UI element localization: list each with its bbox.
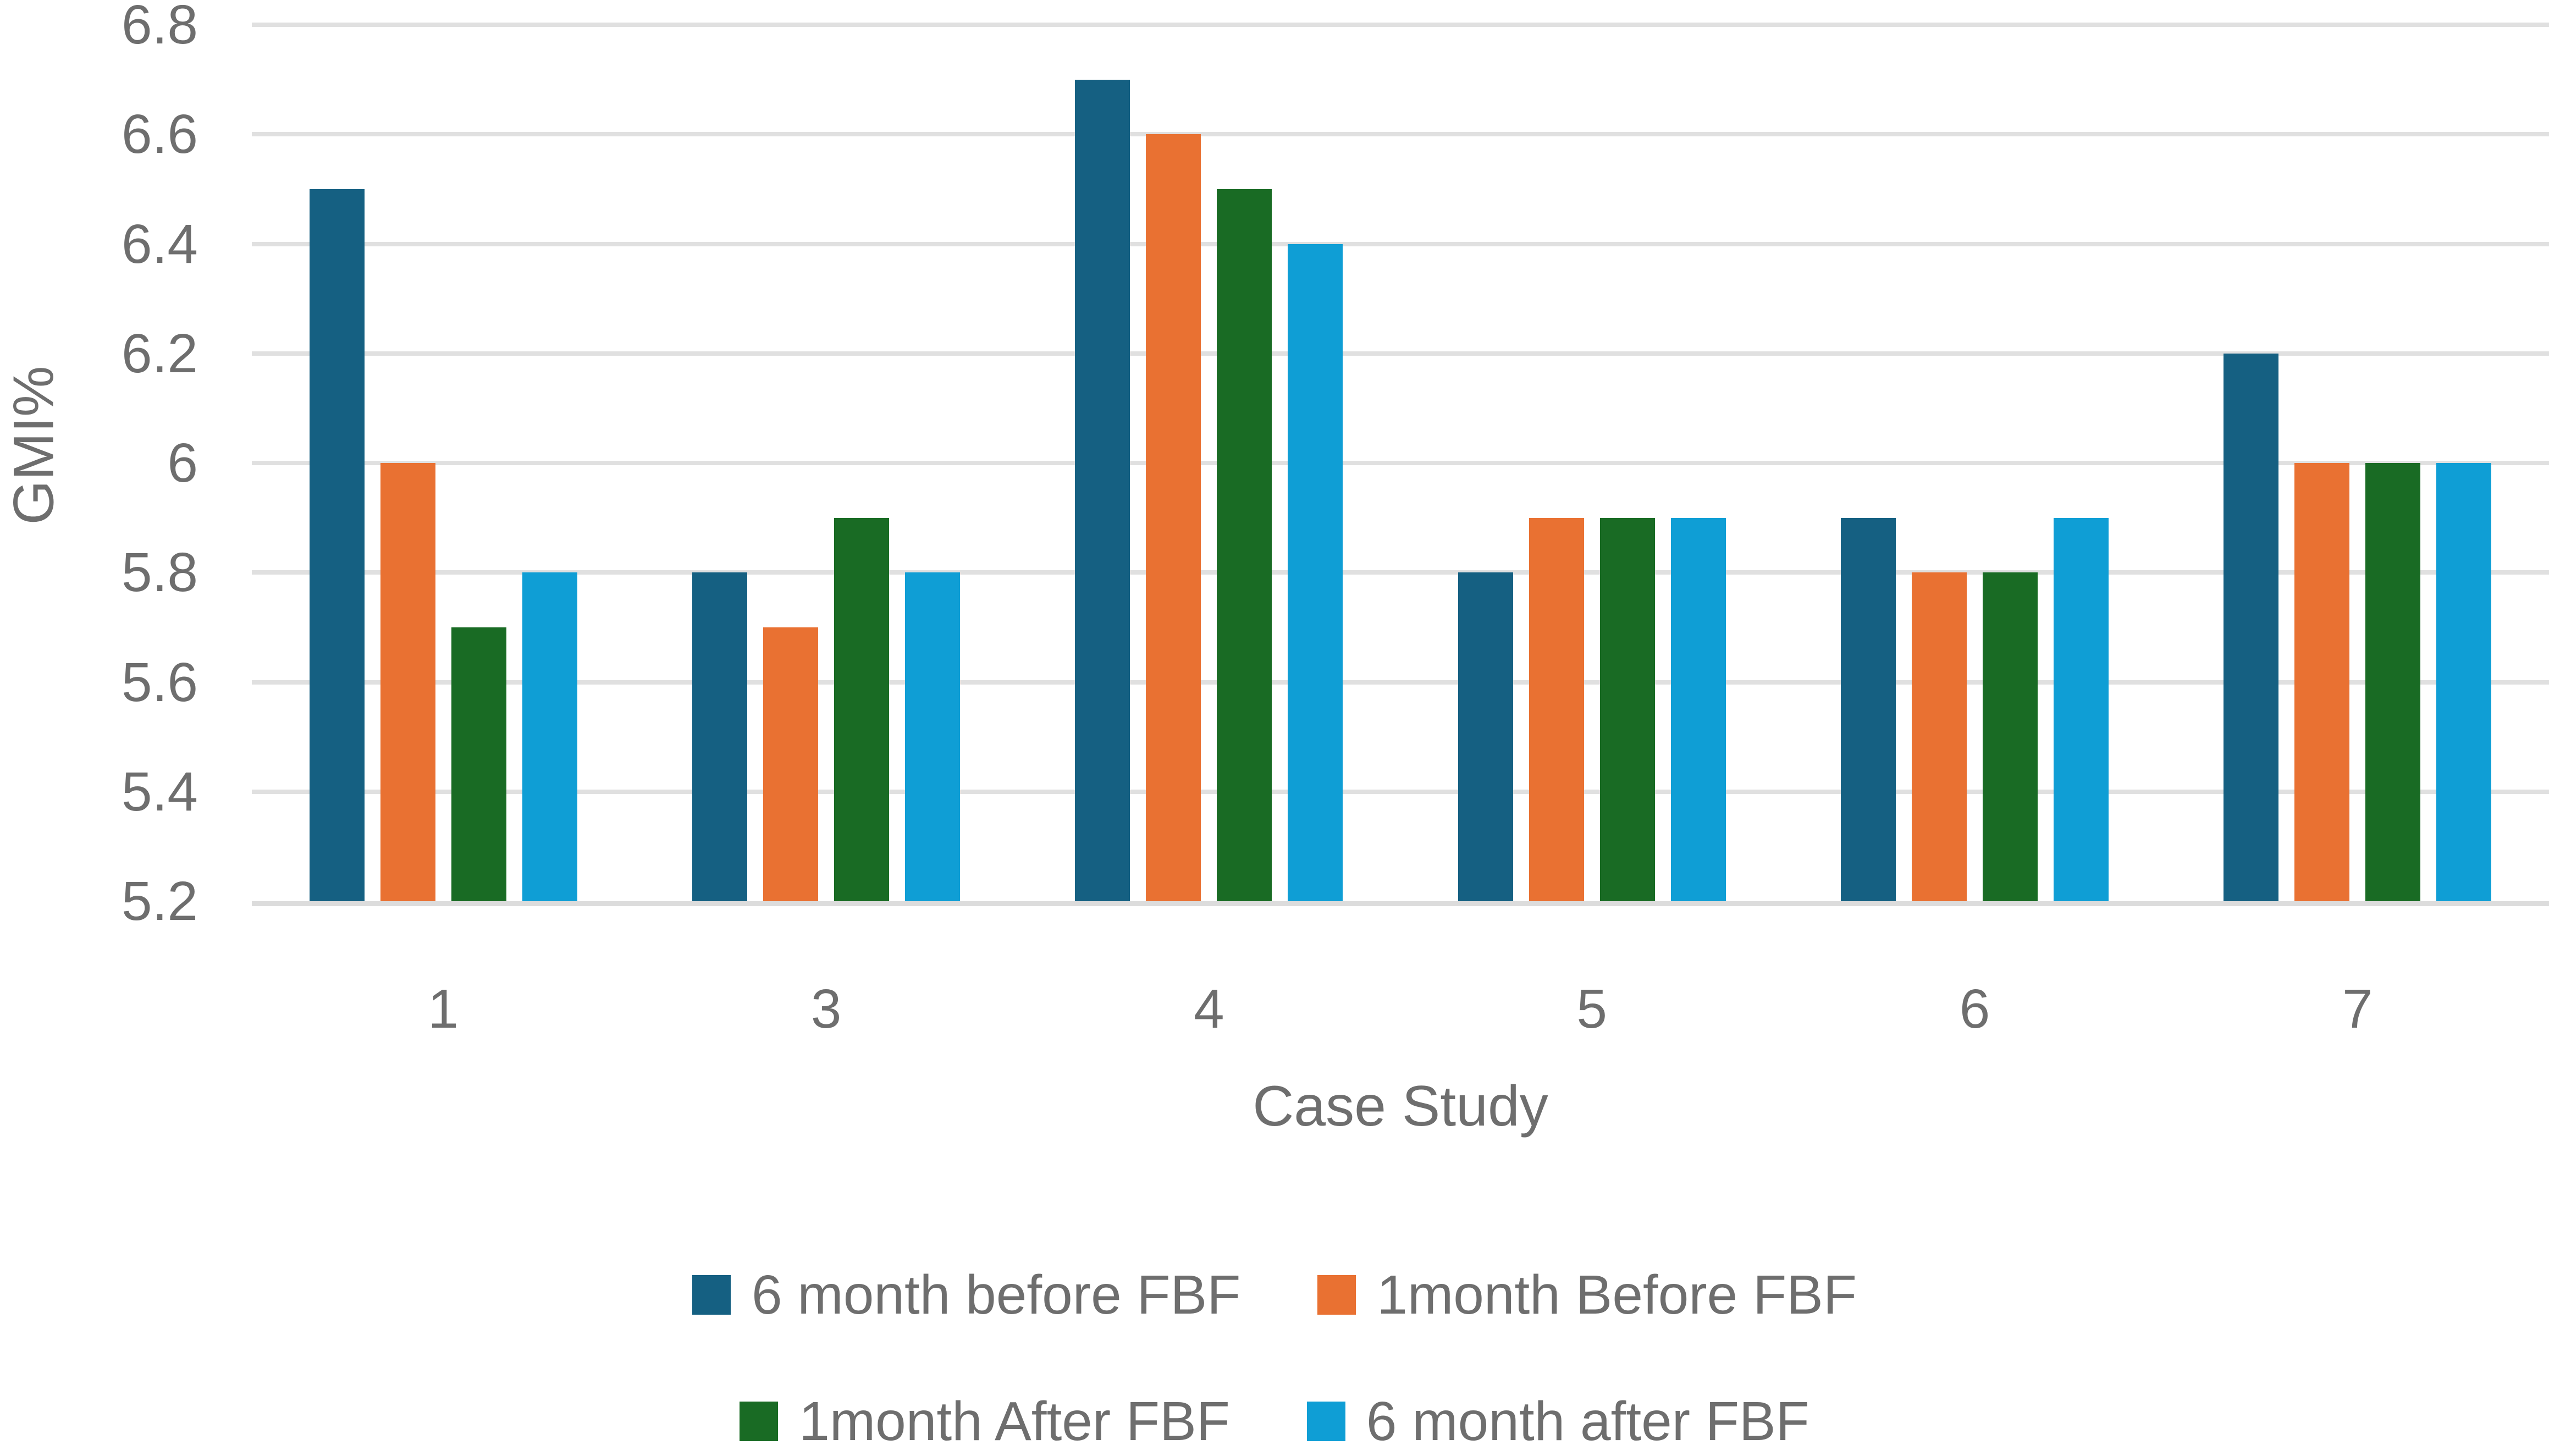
y-tick-label: 6.4 xyxy=(121,213,198,275)
bar-6-month-before-fbf-case-6 xyxy=(1841,517,1896,901)
bar-1month-after-fbf-case-7 xyxy=(2365,463,2421,901)
gridline xyxy=(252,23,2549,27)
bar-6-month-after-fbf-case-7 xyxy=(2436,463,2492,901)
bar-1month-before-fbf-case-1 xyxy=(380,463,435,901)
y-tick-label: 5.4 xyxy=(121,760,198,823)
x-axis-title: Case Study xyxy=(1253,1074,1548,1138)
legend-label: 6 month after FBF xyxy=(1366,1391,1809,1452)
gridline xyxy=(252,680,2549,685)
bar-6-month-after-fbf-case-5 xyxy=(1670,517,1726,901)
gridline xyxy=(252,351,2549,356)
legend-item: 6 month before FBF xyxy=(692,1265,1240,1325)
x-axis-tick-labels: 1 3 4 5 6 7 xyxy=(252,976,2549,1042)
y-tick-label: 5.6 xyxy=(121,651,198,713)
bar-1month-after-fbf-case-5 xyxy=(1599,517,1655,901)
x-tick-label: 5 xyxy=(1576,978,1607,1040)
legend-item: 1month Before FBF xyxy=(1317,1265,1857,1325)
x-tick-label: 3 xyxy=(810,978,842,1040)
bar-6-month-after-fbf-case-1 xyxy=(522,572,577,901)
y-tick-label: 6.8 xyxy=(121,0,198,56)
bar-1month-before-fbf-case-4 xyxy=(1146,134,1201,901)
x-axis-line xyxy=(252,901,2549,906)
bar-6-month-before-fbf-case-4 xyxy=(1075,79,1130,901)
legend-item: 1month After FBF xyxy=(740,1391,1230,1452)
bar-1month-before-fbf-case-6 xyxy=(1912,572,1967,901)
x-tick-label: 1 xyxy=(428,978,459,1040)
legend-row: 6 month before FBF 1month Before FBF xyxy=(692,1265,1857,1325)
legend-label: 1month After FBF xyxy=(799,1391,1230,1452)
y-tick-label: 5.2 xyxy=(121,870,198,932)
gridline xyxy=(252,570,2549,575)
gridline xyxy=(252,132,2549,137)
bar-6-month-after-fbf-case-6 xyxy=(2054,517,2109,901)
bar-1month-before-fbf-case-5 xyxy=(1529,517,1584,901)
bar-1month-before-fbf-case-7 xyxy=(2294,463,2350,901)
legend-item: 6 month after FBF xyxy=(1306,1391,1809,1452)
bar-1month-after-fbf-case-6 xyxy=(1983,572,2038,901)
bar-1month-after-fbf-case-4 xyxy=(1217,189,1272,901)
y-tick-label: 5.8 xyxy=(121,542,198,604)
x-tick-label: 4 xyxy=(1194,978,1224,1040)
y-tick-label: 6 xyxy=(167,432,198,494)
gridline xyxy=(252,461,2549,465)
bar-6-month-before-fbf-case-1 xyxy=(309,189,365,901)
legend-swatch-icon xyxy=(740,1402,779,1441)
bar-1month-after-fbf-case-3 xyxy=(834,517,889,901)
legend-swatch-icon xyxy=(692,1275,731,1315)
legend-label: 6 month before FBF xyxy=(752,1264,1241,1326)
legend-label: 1month Before FBF xyxy=(1377,1264,1857,1326)
legend: 6 month before FBF 1month Before FBF 1mont… xyxy=(0,1265,2549,1452)
bar-6-month-before-fbf-case-3 xyxy=(692,572,747,901)
x-tick-label: 6 xyxy=(1959,978,1990,1040)
bar-6-month-before-fbf-case-7 xyxy=(2224,353,2279,901)
y-axis-tick-labels: 6.8 6.6 6.4 6.2 6 5.8 5.6 5.4 5.2 xyxy=(0,0,198,990)
plot-area xyxy=(252,23,2549,906)
legend-swatch-icon xyxy=(1317,1275,1356,1315)
bar-6-month-after-fbf-case-3 xyxy=(905,572,960,901)
bar-6-month-before-fbf-case-5 xyxy=(1458,572,1513,901)
gridline xyxy=(252,241,2549,246)
y-tick-label: 6.6 xyxy=(121,103,198,166)
y-tick-label: 6.2 xyxy=(121,322,198,384)
bar-1month-before-fbf-case-3 xyxy=(763,627,818,901)
x-tick-label: 7 xyxy=(2342,978,2373,1040)
legend-row: 1month After FBF 6 month after FBF xyxy=(740,1391,1809,1452)
bar-6-month-after-fbf-case-4 xyxy=(1288,244,1343,901)
legend-swatch-icon xyxy=(1306,1402,1345,1441)
gridline xyxy=(252,789,2549,794)
bar-1month-after-fbf-case-1 xyxy=(451,627,506,901)
